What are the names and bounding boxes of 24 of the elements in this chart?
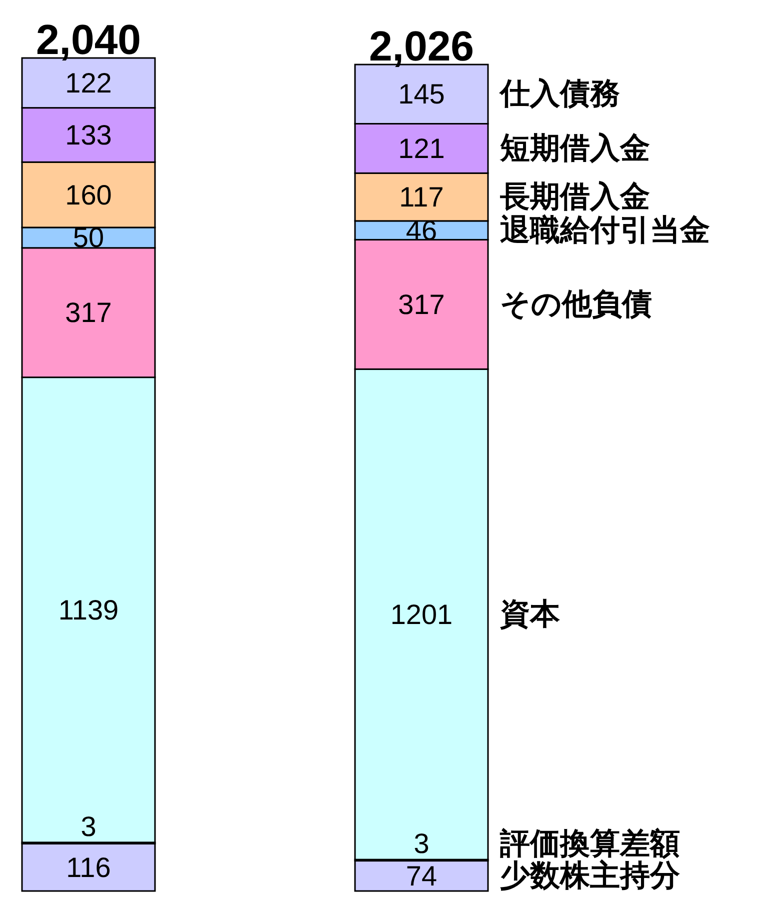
series-label: 退職給付引当金 — [500, 212, 710, 248]
data-label: 317 — [65, 297, 112, 328]
data-label: 1201 — [390, 598, 453, 630]
series-label: 短期借入金 — [499, 130, 650, 166]
data-label: 160 — [65, 179, 112, 210]
series-label: 仕入債務 — [498, 76, 620, 112]
data-label: 317 — [398, 288, 445, 320]
data-label: 3 — [80, 810, 96, 842]
total-label: 2,040 — [36, 16, 142, 63]
data-label: 1139 — [58, 594, 119, 626]
data-label: 50 — [72, 222, 104, 254]
series-label: 少数株主持分 — [500, 858, 680, 894]
data-label: 122 — [65, 67, 112, 98]
series-label: その他負債 — [500, 286, 652, 322]
series-label: 資本 — [499, 596, 561, 632]
data-label: 3 — [414, 828, 430, 860]
data-label: 116 — [66, 852, 111, 883]
total-label: 2,026 — [368, 22, 474, 70]
data-label: 117 — [399, 182, 444, 213]
data-label: 121 — [398, 132, 445, 164]
data-label: 145 — [398, 78, 445, 110]
series-label: 長期借入金 — [499, 180, 650, 215]
data-label: 133 — [65, 119, 112, 150]
data-label: 74 — [406, 860, 438, 892]
